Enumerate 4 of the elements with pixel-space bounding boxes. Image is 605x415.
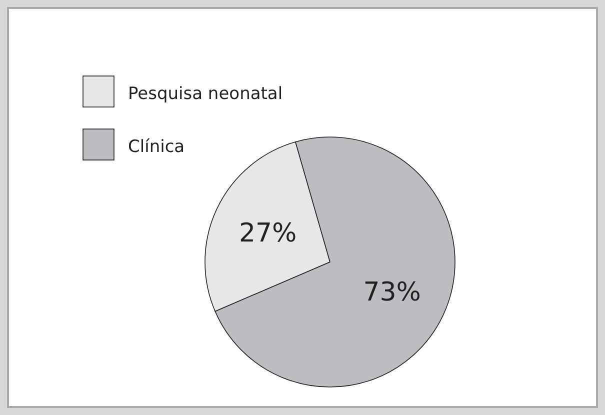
data-label: 27% bbox=[238, 218, 297, 249]
legend-label: Pesquisa neonatal bbox=[128, 84, 283, 104]
data-label: 73% bbox=[363, 277, 422, 308]
legend-label: Clínica bbox=[128, 137, 185, 157]
